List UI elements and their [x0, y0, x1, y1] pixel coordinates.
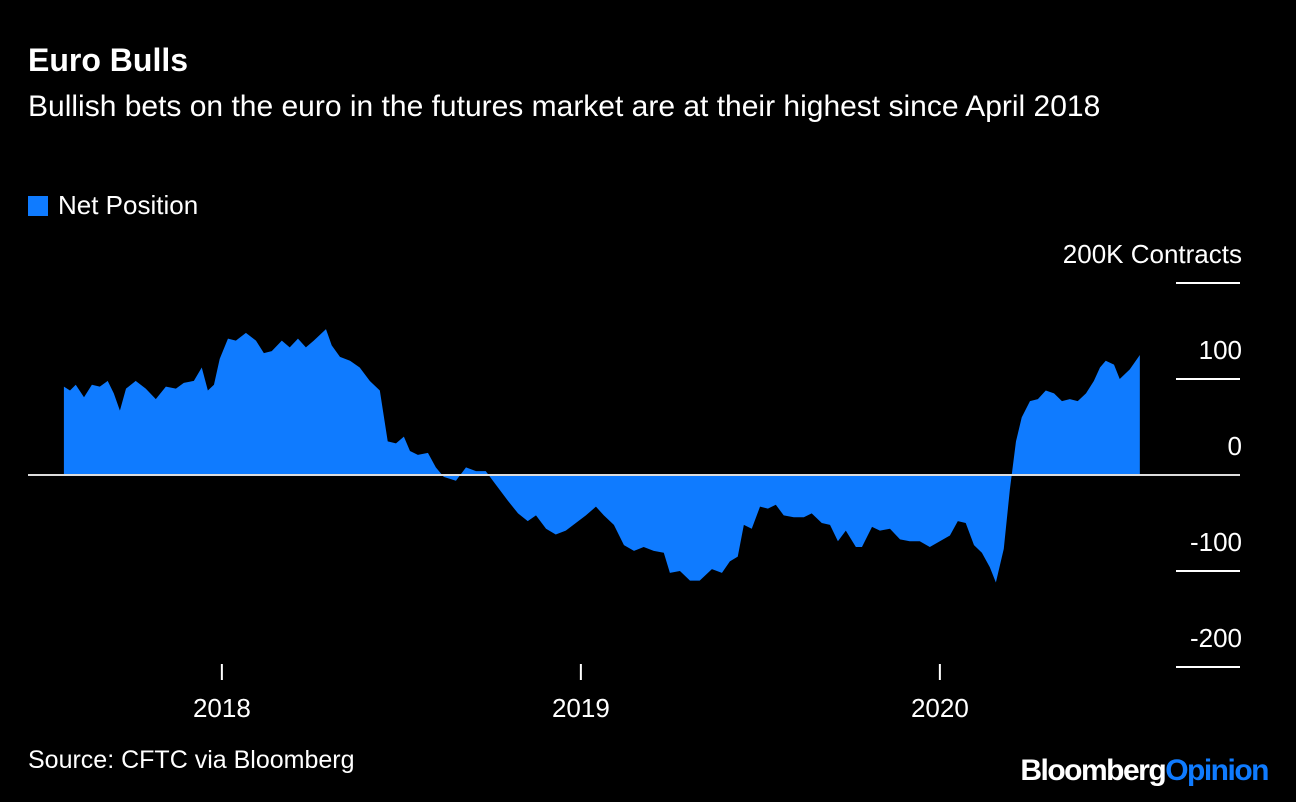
legend-label: Net Position: [58, 190, 199, 220]
y-tick-label: -100: [1190, 527, 1242, 557]
y-tick-label: 200K Contracts: [1063, 239, 1242, 269]
legend-swatch: [28, 195, 48, 216]
source-note: Source: CFTC via Bloomberg: [28, 746, 355, 774]
x-tick-label: 2019: [552, 693, 610, 723]
y-tick-label: -200: [1190, 623, 1242, 653]
x-tick-label: 2018: [193, 693, 251, 723]
x-tick-label: 2020: [911, 693, 969, 723]
brand-name: Bloomberg: [1020, 754, 1166, 787]
brand-logo: BloombergOpinion: [1020, 754, 1269, 788]
y-tick-label: 100: [1199, 335, 1242, 365]
chart-subtitle: Bullish bets on the euro in the futures …: [28, 90, 1101, 123]
brand-suffix: Opinion: [1165, 754, 1269, 787]
chart-title: Euro Bulls: [28, 42, 189, 78]
area: [63, 329, 1140, 583]
legend: Net Position: [28, 190, 198, 221]
y-tick-label: 0: [1228, 431, 1242, 461]
